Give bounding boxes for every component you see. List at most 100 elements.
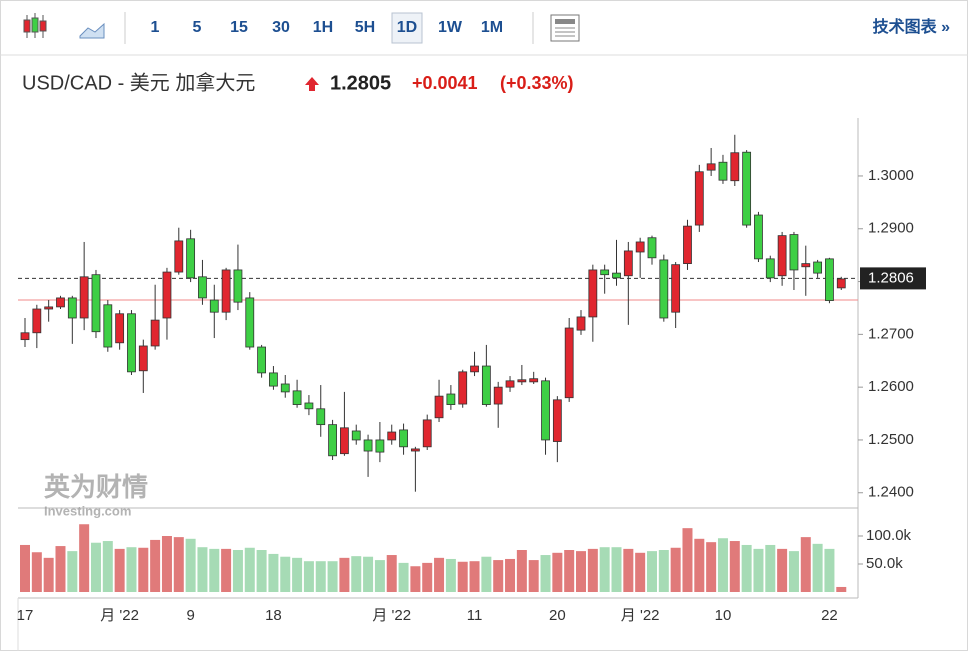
candle-body	[446, 393, 456, 405]
candle-body	[718, 161, 728, 181]
volume-bar	[670, 547, 681, 592]
technical-chart-link[interactable]: 技术图表 »	[873, 17, 950, 36]
candle-body	[316, 408, 326, 426]
candle-body	[517, 379, 527, 383]
candle-body	[659, 259, 669, 319]
interval-button[interactable]: 1D	[397, 19, 417, 36]
volume-bar	[374, 560, 385, 592]
candle-body	[280, 383, 290, 393]
candle-body	[304, 402, 314, 410]
candle-body	[730, 152, 740, 182]
volume-bar	[185, 538, 196, 592]
volume-bar	[753, 548, 764, 592]
candle-body	[198, 276, 207, 299]
candle-body	[375, 439, 385, 453]
volume-bar	[20, 544, 30, 592]
line-icon[interactable]	[79, 22, 105, 39]
candle-body	[351, 430, 361, 441]
interval-button[interactable]: 1	[151, 19, 160, 36]
candle-body	[825, 258, 834, 301]
candle-body	[186, 238, 196, 279]
candle-body	[505, 380, 515, 388]
volume-bar	[55, 546, 66, 592]
candle-body	[269, 372, 278, 387]
x-tick-label: 11	[467, 607, 483, 624]
candle-body	[245, 297, 255, 348]
candle-body	[44, 306, 54, 310]
volume-bar	[303, 561, 314, 592]
volume-bar	[646, 551, 657, 592]
volume-bar	[90, 542, 101, 592]
selected-interval-box	[391, 12, 423, 44]
candle-body	[103, 304, 113, 348]
candle-body	[127, 313, 136, 373]
candle-body	[56, 297, 65, 308]
table-icon[interactable]	[550, 14, 580, 42]
y-tick-label: 1.2700	[868, 325, 914, 342]
interval-button[interactable]: 1M	[481, 19, 503, 36]
watermark-brand: 英为财情	[44, 472, 148, 502]
price-change: +0.0041	[412, 73, 478, 93]
volume-bar	[516, 550, 527, 592]
volume-bar	[43, 557, 54, 592]
volume-bar	[741, 544, 752, 592]
y-tick-label: 1.2900	[868, 220, 914, 237]
volume-bar	[788, 551, 799, 592]
candle-body	[552, 399, 562, 442]
candle-body	[32, 308, 42, 334]
volume-bar	[422, 562, 433, 592]
volume-bar	[824, 548, 835, 592]
candle-body	[588, 269, 598, 318]
candle-body	[233, 269, 243, 303]
percent-change: (+0.33%)	[500, 73, 574, 93]
volume-bar	[256, 550, 267, 592]
volume-bar	[694, 538, 705, 592]
volume-bar	[398, 562, 409, 592]
candle-body	[257, 346, 267, 374]
volume-bar	[576, 551, 587, 592]
candle-body	[789, 234, 799, 271]
candle-body	[387, 431, 397, 441]
volume-bar	[800, 537, 811, 592]
candle-body	[470, 365, 479, 373]
interval-button[interactable]: 15	[230, 19, 248, 36]
candle-body	[209, 299, 219, 313]
interval-button[interactable]: 1W	[438, 19, 463, 36]
candle-body	[600, 269, 610, 276]
interval-button[interactable]: 5H	[355, 19, 375, 36]
volume-bar	[31, 552, 42, 592]
volume-tick-label: 50.0k	[866, 555, 903, 572]
interval-button[interactable]: 1H	[313, 19, 333, 36]
volume-bar	[209, 548, 220, 592]
candle-body	[481, 365, 491, 405]
volume-bar	[102, 541, 113, 592]
candle-body	[813, 261, 823, 274]
y-tick-label: 1.2600	[868, 378, 914, 395]
candle-body	[635, 241, 645, 253]
candle-body	[612, 272, 621, 279]
candle-body	[671, 264, 681, 313]
volume-bar	[658, 550, 669, 592]
candle-body	[138, 345, 148, 372]
volume-bar	[493, 560, 504, 592]
volume-bar	[836, 586, 847, 592]
candle-body	[292, 390, 302, 405]
interval-button[interactable]: 5	[193, 19, 202, 36]
x-tick-label: 18	[265, 607, 282, 624]
volume-bar	[445, 558, 456, 592]
volume-bar	[197, 547, 208, 592]
interval-button[interactable]: 30	[272, 19, 290, 36]
candle-body	[422, 419, 432, 448]
candle-body	[67, 297, 77, 319]
candle-icon[interactable]	[23, 13, 47, 38]
candle-body	[20, 332, 30, 341]
candle-body	[363, 439, 373, 452]
volume-bar	[777, 548, 788, 592]
x-tick-label: 9	[186, 607, 194, 624]
candle-body	[529, 378, 539, 383]
candle-body	[694, 171, 704, 226]
volume-bar	[706, 542, 717, 592]
last-price-label: 1.2806	[868, 269, 914, 286]
volume-bar	[540, 555, 551, 592]
